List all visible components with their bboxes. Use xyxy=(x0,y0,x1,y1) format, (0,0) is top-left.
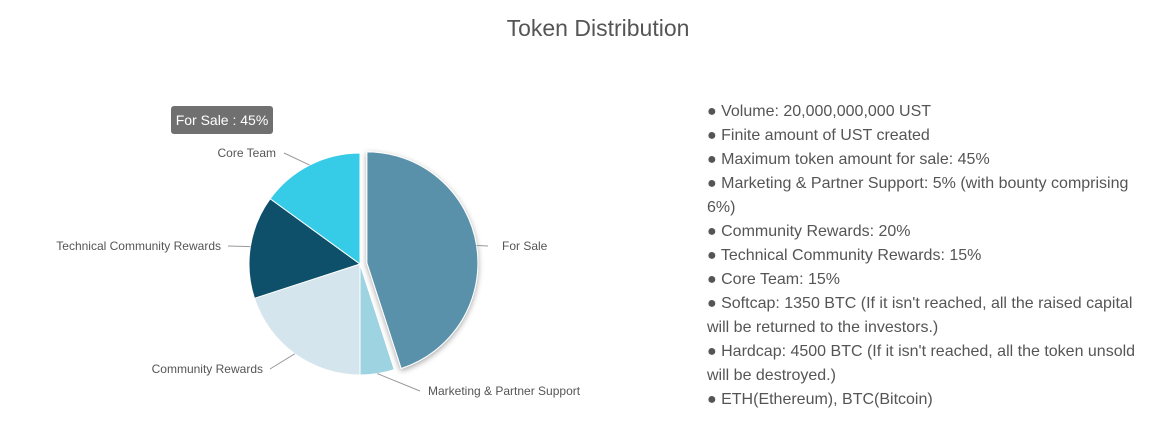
note-volume: ● Volume: 20,000,000,000 UST xyxy=(707,103,932,120)
pie-slice-technical-community-rewards[interactable] xyxy=(248,198,362,299)
token-notes: ● Volume: 20,000,000,000 UST ● Finite am… xyxy=(707,100,1147,412)
leader-line-technical-community-rewards xyxy=(227,245,251,248)
note-hardcap: ● Hardcap: 4500 BTC (If it isn't reached… xyxy=(707,343,1136,384)
leader-line-community-rewards xyxy=(269,353,296,370)
slice-label-community-rewards: Community Rewards xyxy=(152,362,263,376)
slice-label-for-sale: For Sale xyxy=(502,239,548,253)
tooltip: For Sale : 45% xyxy=(171,106,273,134)
pie-slice-for-sale[interactable] xyxy=(366,151,479,370)
slice-label-technical-community-rewards: Technical Community Rewards xyxy=(56,239,221,253)
labels-layer: For Sale Marketing & Partner Support Commu… xyxy=(56,146,580,398)
tooltip-text: For Sale : 45% xyxy=(176,112,269,128)
note-community: ● Community Rewards: 20% xyxy=(707,223,911,240)
note-softcap: ● Softcap: 1350 BTC (If it isn't reached… xyxy=(707,295,1133,336)
pie-chart: For Sale Marketing & Partner Support Commu… xyxy=(56,106,581,398)
note-technical: ● Technical Community Rewards: 15% xyxy=(707,247,982,264)
note-currencies: ● ETH(Ethereum), BTC(Bitcoin) xyxy=(707,391,933,408)
note-core-team: ● Core Team: 15% xyxy=(707,271,840,288)
pie-slice-community-rewards[interactable] xyxy=(253,263,361,376)
slices-layer xyxy=(248,151,479,376)
slice-label-core-team: Core Team xyxy=(218,146,276,160)
note-finite-amount: ● Finite amount of UST created xyxy=(707,127,930,144)
leader-line-core-team xyxy=(283,152,310,166)
leader-line-marketing-and-partner-support xyxy=(377,373,421,392)
tooltip-box xyxy=(171,106,273,134)
chart-title: Token Distribution xyxy=(506,15,690,41)
note-marketing: ● Marketing & Partner Support: 5% (with … xyxy=(707,175,1129,216)
note-max-sale: ● Maximum token amount for sale: 45% xyxy=(707,151,990,168)
slice-label-marketing-and-partner-support: Marketing & Partner Support xyxy=(428,384,581,398)
